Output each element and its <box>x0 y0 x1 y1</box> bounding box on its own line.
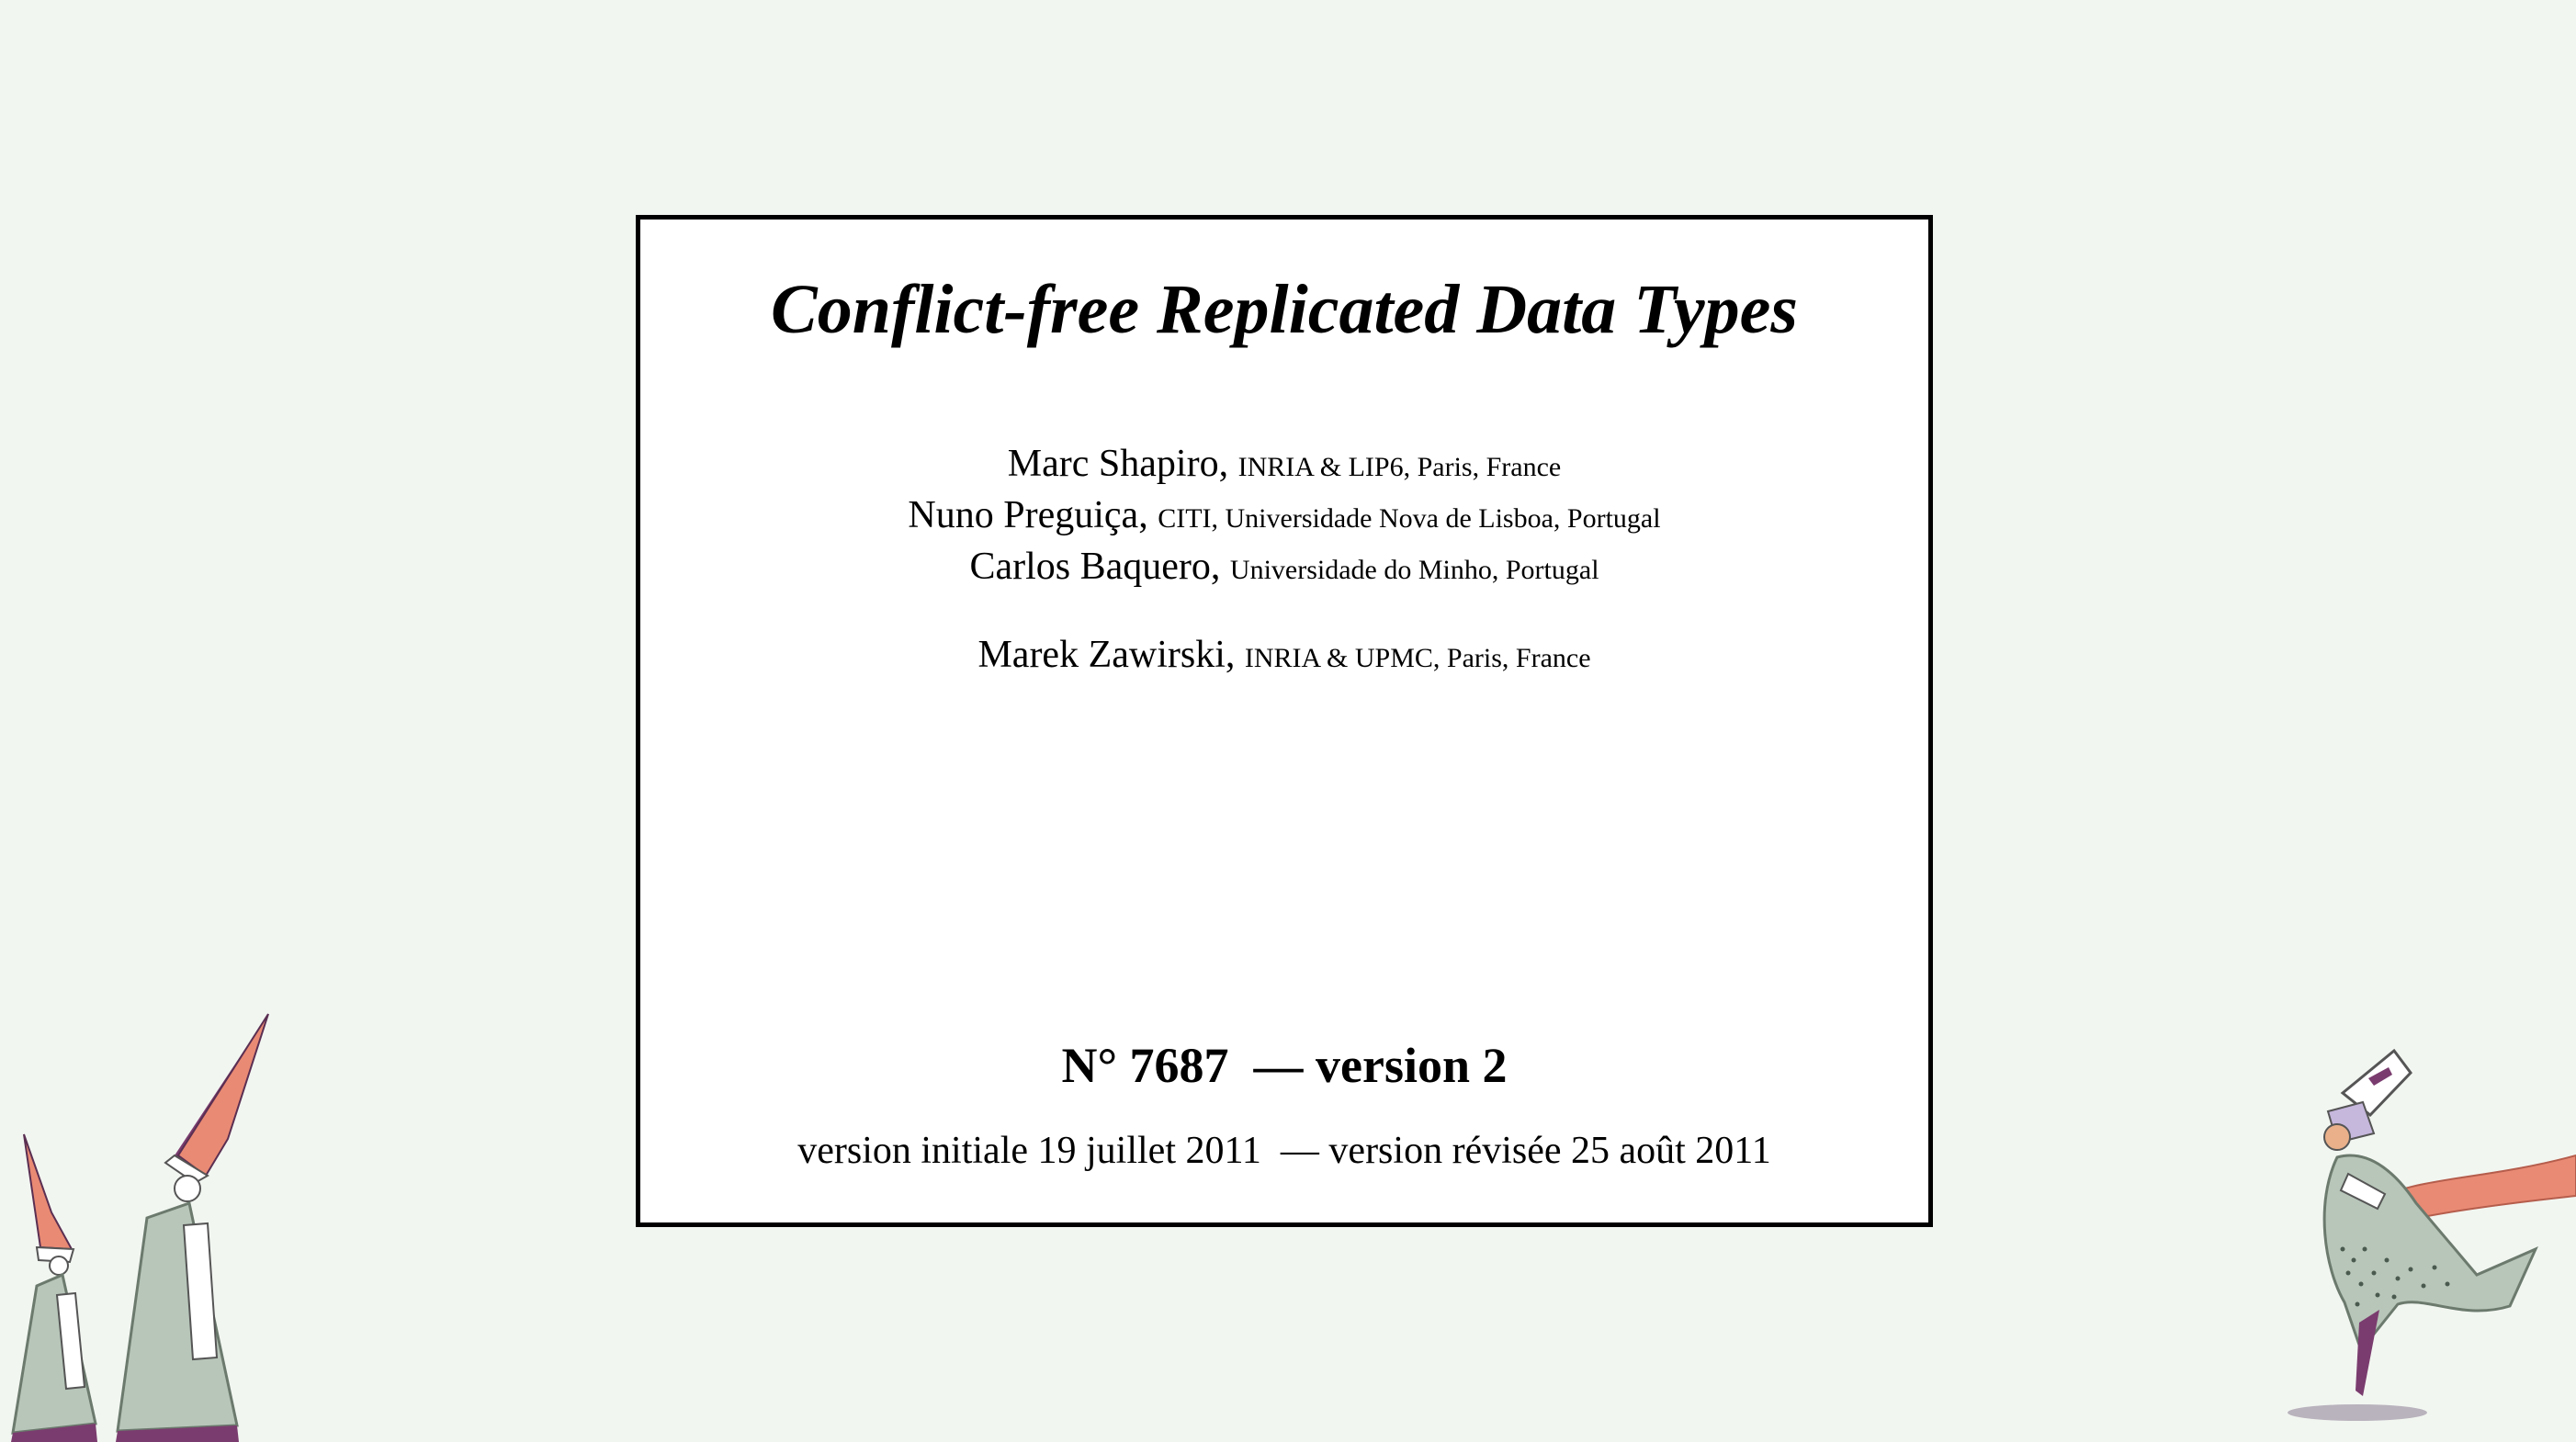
report-cover-page: Conflict-free Replicated Data Types Marc… <box>636 215 1933 1227</box>
running-figure <box>2288 1048 2576 1421</box>
left-figures-illustration <box>11 1013 269 1442</box>
author-line: Nuno Preguiça, CITI, Universidade Nova d… <box>640 491 1928 543</box>
author-affiliation: INRIA & UPMC, Paris, France <box>1244 643 1591 673</box>
right-figure-illustration <box>2288 1048 2576 1421</box>
author-name: Marek Zawirski, <box>977 634 1236 676</box>
author-affiliation: Universidade do Minho, Portugal <box>1229 555 1599 585</box>
author-affiliation: INRIA & LIP6, Paris, France <box>1237 452 1562 482</box>
author-name: Nuno Preguiça, <box>908 494 1148 536</box>
author-line: Marc Shapiro, INRIA & LIP6, Paris, Franc… <box>640 440 1928 491</box>
document-title: Conflict-free Replicated Data Types <box>771 271 1798 348</box>
report-number: N° 7687 — version 2 <box>1061 1038 1508 1093</box>
tall-hooded-figure <box>116 1013 269 1442</box>
version-dates: version initiale 19 juillet 2011 — versi… <box>797 1130 1771 1172</box>
author-line: Carlos Baquero, Universidade do Minho, P… <box>640 543 1928 594</box>
author-list: Marc Shapiro, INRIA & LIP6, Paris, Franc… <box>640 440 1928 682</box>
author-line: Marek Zawirski, INRIA & UPMC, Paris, Fra… <box>640 631 1928 682</box>
author-affiliation: CITI, Universidade Nova de Lisboa, Portu… <box>1158 503 1661 534</box>
dot-texture <box>2340 1246 2450 1307</box>
author-name: Marc Shapiro, <box>1007 443 1229 485</box>
small-hooded-figure <box>11 1133 97 1442</box>
author-name: Carlos Baquero, <box>969 546 1221 588</box>
